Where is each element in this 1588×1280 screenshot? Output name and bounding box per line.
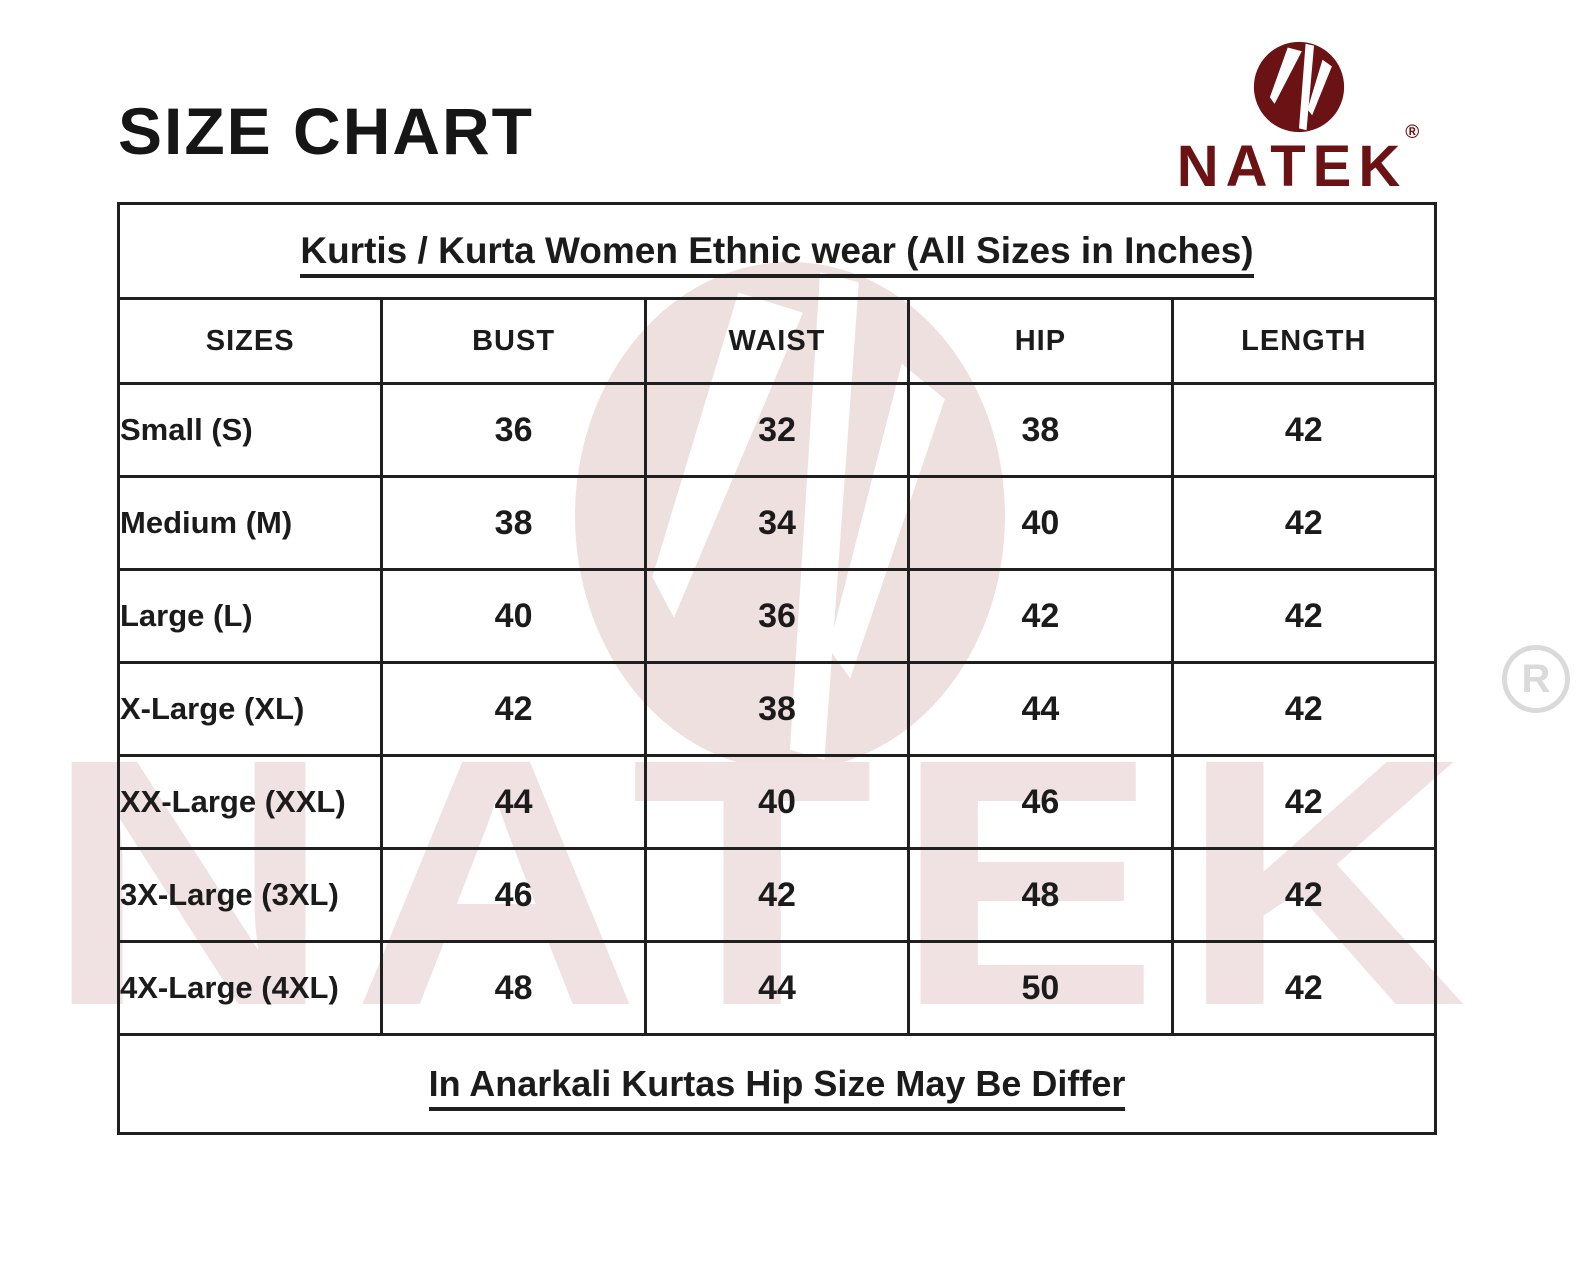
bust-cell: 42 — [380, 661, 647, 757]
bust-cell: 48 — [380, 940, 647, 1036]
table-row: Medium (M) 38 34 40 42 — [116, 475, 1438, 571]
table-row: XX-Large (XXL) 44 40 46 42 — [116, 754, 1438, 850]
table-footnote-row: In Anarkali Kurtas Hip Size May Be Diffe… — [117, 1033, 1437, 1135]
hip-cell: 40 — [907, 475, 1174, 571]
waist-cell: 42 — [643, 847, 911, 943]
waist-cell: 40 — [643, 754, 911, 850]
table-header-row: SIZES BUST WAIST HIP LENGTH — [116, 297, 1438, 385]
table-row: Large (L) 40 36 42 42 — [116, 568, 1438, 664]
column-header-bust: BUST — [380, 297, 647, 385]
length-cell: 42 — [1170, 661, 1438, 757]
size-label-cell: 4X-Large (4XL) — [116, 940, 384, 1036]
table-row: 3X-Large (3XL) 46 42 48 42 — [116, 847, 1438, 943]
length-cell: 42 — [1170, 382, 1438, 478]
column-header-waist: WAIST — [643, 297, 911, 385]
table-row: Small (S) 36 32 38 42 — [116, 382, 1438, 478]
column-header-hip: HIP — [907, 297, 1174, 385]
brand-name-text: NATEK — [1176, 134, 1408, 199]
hip-cell: 44 — [907, 661, 1174, 757]
table-footnote-cell: In Anarkali Kurtas Hip Size May Be Diffe… — [117, 1033, 1437, 1135]
watermark-registered-icon: R — [1502, 645, 1570, 713]
waist-cell: 32 — [643, 382, 911, 478]
length-cell: 42 — [1170, 475, 1438, 571]
table-row: 4X-Large (4XL) 48 44 50 42 — [116, 940, 1438, 1036]
registered-mark: ® — [1405, 121, 1420, 143]
bust-cell: 46 — [380, 847, 647, 943]
bust-cell: 40 — [380, 568, 647, 664]
brand-name: NATEK® — [1138, 123, 1460, 196]
table-footnote: In Anarkali Kurtas Hip Size May Be Diffe… — [428, 1063, 1126, 1111]
bust-cell: 44 — [380, 754, 647, 850]
natek-logo-icon — [1138, 40, 1460, 136]
hip-cell: 48 — [907, 847, 1174, 943]
table-caption: Kurtis / Kurta Women Ethnic wear (All Si… — [300, 230, 1254, 278]
hip-cell: 42 — [907, 568, 1174, 664]
bust-cell: 36 — [380, 382, 647, 478]
column-header-length: LENGTH — [1170, 297, 1438, 385]
table-caption-cell: Kurtis / Kurta Women Ethnic wear (All Si… — [117, 202, 1437, 300]
size-label-cell: XX-Large (XXL) — [116, 754, 384, 850]
brand-logo: NATEK® — [1138, 40, 1460, 196]
bust-cell: 38 — [380, 475, 647, 571]
column-header-sizes: SIZES — [116, 297, 384, 385]
size-label-cell: 3X-Large (3XL) — [116, 847, 384, 943]
hip-cell: 38 — [907, 382, 1174, 478]
size-label-cell: X-Large (XL) — [116, 661, 384, 757]
length-cell: 42 — [1170, 754, 1438, 850]
waist-cell: 34 — [643, 475, 911, 571]
table-row: X-Large (XL) 42 38 44 42 — [116, 661, 1438, 757]
size-chart-table: Kurtis / Kurta Women Ethnic wear (All Si… — [116, 202, 1438, 1135]
hip-cell: 46 — [907, 754, 1174, 850]
length-cell: 42 — [1170, 940, 1438, 1036]
page-title: SIZE CHART — [118, 94, 534, 168]
hip-cell: 50 — [907, 940, 1174, 1036]
length-cell: 42 — [1170, 847, 1438, 943]
waist-cell: 38 — [643, 661, 911, 757]
size-label-cell: Large (L) — [116, 568, 384, 664]
size-label-cell: Small (S) — [116, 382, 384, 478]
waist-cell: 44 — [643, 940, 911, 1036]
size-label-cell: Medium (M) — [116, 475, 384, 571]
waist-cell: 36 — [643, 568, 911, 664]
length-cell: 42 — [1170, 568, 1438, 664]
table-caption-row: Kurtis / Kurta Women Ethnic wear (All Si… — [117, 202, 1437, 300]
